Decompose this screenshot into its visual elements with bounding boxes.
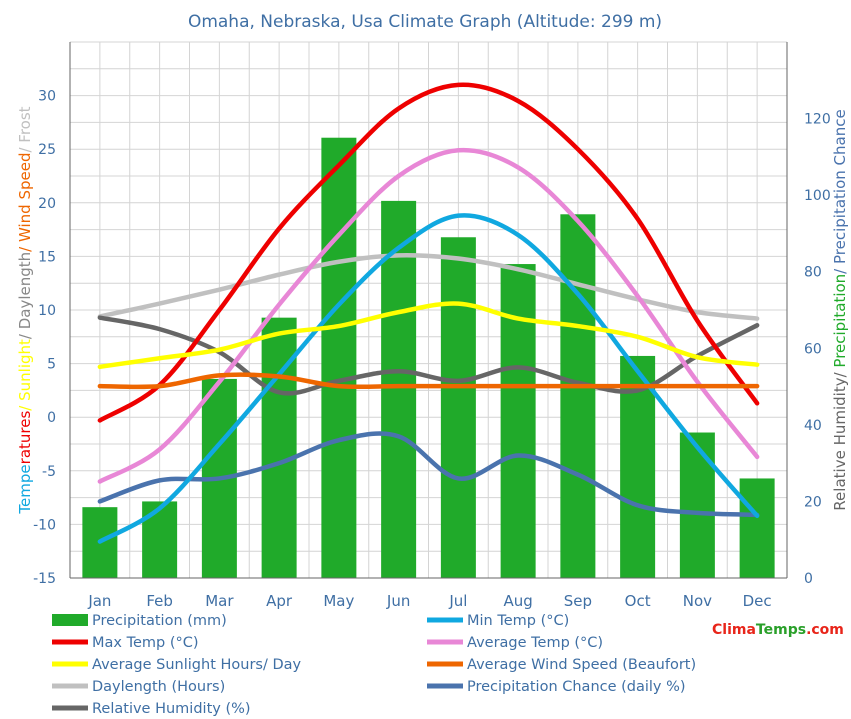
left-tick-label: 30	[38, 89, 56, 105]
precipitation-bar	[142, 501, 178, 578]
left-tick-label: 10	[38, 303, 56, 319]
right-axis-title-part: Precipitation	[831, 274, 849, 368]
left-axis-title: Temperatures/ Sunlight/ Daylength/ Wind …	[16, 106, 34, 514]
left-tick-label: 15	[38, 249, 56, 265]
right-axis-title-part: /	[831, 368, 849, 378]
series-lines	[97, 82, 760, 544]
left-axis-title-part: / Frost	[16, 106, 34, 152]
precipitation-bar	[500, 264, 536, 578]
precipitation-bar	[381, 200, 417, 578]
legend-label: Precipitation Chance (daily %)	[467, 679, 686, 695]
x-tick-label: May	[323, 592, 354, 610]
series-line-min-temp-c	[97, 213, 760, 544]
right-tick-label: 40	[804, 418, 822, 434]
precipitation-bar	[679, 432, 715, 578]
precipitation-bar	[321, 137, 357, 578]
series-line-average-wind-speed-beaufort	[97, 372, 760, 390]
right-axis-title-part: Relative Humidity	[831, 377, 849, 510]
legend-swatch-precipitation	[52, 614, 88, 626]
x-tick-label: Aug	[503, 592, 532, 610]
legend-label: Average Wind Speed (Beaufort)	[467, 657, 696, 673]
right-tick-label: 80	[804, 265, 822, 281]
right-axis-title: Relative Humidity/ Precipitation/ Precip…	[831, 109, 849, 510]
right-axis-title-part: / Precipitation Chance	[831, 109, 849, 274]
legend-label: Daylength (Hours)	[92, 679, 225, 695]
series-line-max-temp-c	[97, 82, 760, 423]
left-tick-label: -10	[33, 517, 56, 533]
precipitation-bar	[739, 478, 775, 578]
left-tick-label: 0	[47, 410, 56, 426]
legend-label: Min Temp (°C)	[467, 613, 569, 629]
x-tick-label: Feb	[146, 592, 173, 610]
axes: 30 25 20 15 10 5 0 -5 -10 -15 120 100 80 60 40 20 0 Jan Fe…	[16, 42, 849, 610]
brand-logo: ClimaTemps.com	[712, 622, 844, 638]
left-axis-title-part: / Wind Speed	[16, 153, 34, 252]
left-axis-title-part: / Sunlight	[16, 339, 34, 411]
legend-label: Relative Humidity (%)	[92, 701, 251, 717]
chart-title: Omaha, Nebraska, Usa Climate Graph (Alti…	[188, 12, 662, 32]
left-tick-label: -5	[42, 464, 56, 480]
precipitation-bar	[440, 237, 476, 578]
x-tick-label: Jul	[448, 592, 467, 610]
precipitation-bar	[560, 214, 596, 579]
left-axis-title-part: / Daylength	[16, 252, 34, 339]
left-tick-label: -15	[33, 571, 56, 587]
x-tick-label: Sep	[564, 592, 592, 610]
x-tick-label: Nov	[683, 592, 712, 610]
series-line-precipitation-chance-daily	[97, 431, 760, 518]
x-tick-label: Oct	[625, 592, 651, 610]
series-line-average-temp-c	[97, 147, 760, 484]
right-tick-label: 60	[804, 341, 822, 357]
legend-label: Precipitation (mm)	[92, 613, 227, 629]
left-axis-title-part: ratures	[16, 411, 34, 465]
right-tick-label: 20	[804, 494, 822, 510]
x-tick-label: Apr	[266, 592, 293, 610]
legend: Precipitation (mm) Min Temp (°C) Max Temp …	[52, 613, 696, 717]
x-tick-label: Mar	[205, 592, 234, 610]
right-tick-label: 0	[804, 571, 813, 587]
right-tick-label: 120	[804, 112, 831, 128]
legend-label: Max Temp (°C)	[92, 635, 199, 651]
left-tick-label: 25	[38, 142, 56, 158]
legend-label: Average Sunlight Hours/ Day	[92, 657, 302, 673]
right-tick-label: 100	[804, 188, 831, 204]
x-tick-label: Jun	[386, 592, 410, 610]
x-tick-label: Dec	[743, 592, 772, 610]
left-tick-label: 20	[38, 196, 56, 212]
left-tick-label: 5	[47, 357, 56, 373]
legend-label: Average Temp (°C)	[467, 635, 603, 651]
series-line-average-sunlight-hours-day	[97, 301, 760, 370]
left-axis-title-part: Tempe	[16, 464, 34, 514]
x-tick-label: Jan	[87, 592, 111, 610]
